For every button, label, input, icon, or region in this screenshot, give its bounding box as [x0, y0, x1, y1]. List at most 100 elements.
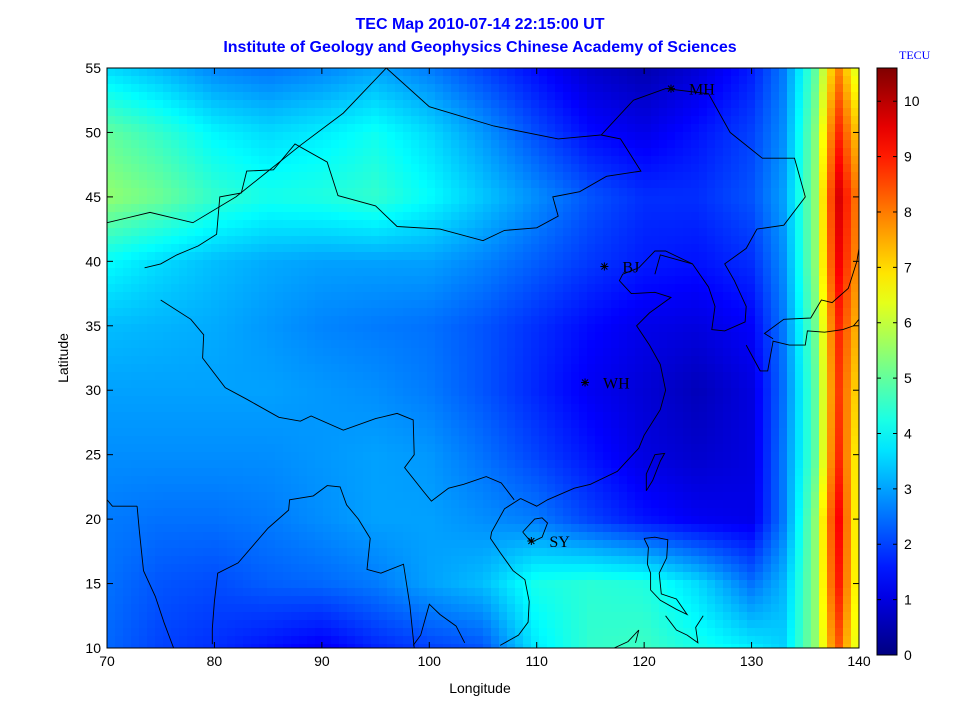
- heatmap-cell: [323, 116, 332, 125]
- heatmap-cell: [531, 292, 540, 301]
- heatmap-cell: [715, 156, 724, 165]
- heatmap-cell: [515, 332, 524, 341]
- heatmap-cell: [323, 100, 332, 109]
- heatmap-cell: [411, 244, 420, 253]
- heatmap-cell: [555, 188, 564, 197]
- heatmap-cell: [227, 164, 236, 173]
- heatmap-cell: [283, 276, 292, 285]
- heatmap-cell: [403, 428, 412, 437]
- heatmap-cell: [627, 444, 636, 453]
- heatmap-cell: [195, 244, 204, 253]
- heatmap-cell: [819, 436, 828, 445]
- heatmap-cell: [803, 420, 812, 429]
- heatmap-cell: [371, 372, 380, 381]
- heatmap-cell: [491, 460, 500, 469]
- heatmap-cell: [723, 76, 732, 85]
- heatmap-cell: [531, 332, 540, 341]
- heatmap-cell: [275, 140, 284, 149]
- heatmap-cell: [243, 396, 252, 405]
- heatmap-cell: [107, 196, 116, 205]
- heatmap-cell: [675, 356, 684, 365]
- heatmap-cell: [539, 108, 548, 117]
- heatmap-cell: [683, 268, 692, 277]
- heatmap-cell: [763, 332, 772, 341]
- heatmap-cell: [187, 388, 196, 397]
- heatmap-cell: [507, 388, 516, 397]
- heatmap-cell: [115, 196, 124, 205]
- heatmap-cell: [835, 84, 844, 93]
- heatmap-cell: [707, 404, 716, 413]
- heatmap-cell: [339, 436, 348, 445]
- heatmap-cell: [347, 476, 356, 485]
- heatmap-cell: [747, 124, 756, 133]
- heatmap-cell: [211, 260, 220, 269]
- heatmap-cell: [251, 220, 260, 229]
- heatmap-cell: [187, 244, 196, 253]
- heatmap-cell: [787, 452, 796, 461]
- heatmap-cell: [811, 308, 820, 317]
- heatmap-cell: [771, 476, 780, 485]
- heatmap-cell: [827, 356, 836, 365]
- heatmap-cell: [387, 284, 396, 293]
- heatmap-cell: [499, 396, 508, 405]
- heatmap-cell: [443, 196, 452, 205]
- heatmap-cell: [491, 228, 500, 237]
- heatmap-cell: [579, 268, 588, 277]
- heatmap-cell: [403, 116, 412, 125]
- heatmap-cell: [771, 436, 780, 445]
- heatmap-cell: [763, 348, 772, 357]
- heatmap-cell: [403, 188, 412, 197]
- heatmap-cell: [795, 460, 804, 469]
- heatmap-cell: [803, 460, 812, 469]
- heatmap-cell: [123, 140, 132, 149]
- heatmap-cell: [539, 340, 548, 349]
- heatmap-cell: [363, 68, 372, 77]
- heatmap-cell: [675, 468, 684, 477]
- heatmap-cell: [403, 412, 412, 421]
- heatmap-cell: [467, 180, 476, 189]
- heatmap-cell: [563, 276, 572, 285]
- heatmap-cell: [731, 460, 740, 469]
- heatmap-cell: [579, 468, 588, 477]
- heatmap-cell: [579, 396, 588, 405]
- heatmap-cell: [787, 156, 796, 165]
- heatmap-cell: [643, 236, 652, 245]
- heatmap-cell: [763, 484, 772, 493]
- heatmap-cell: [555, 68, 564, 77]
- heatmap-cell: [723, 452, 732, 461]
- heatmap-cell: [707, 412, 716, 421]
- heatmap-cell: [579, 412, 588, 421]
- heatmap-cell: [659, 156, 668, 165]
- heatmap-cell: [603, 148, 612, 157]
- heatmap-cell: [491, 204, 500, 213]
- heatmap-cell: [251, 316, 260, 325]
- heatmap-cell: [195, 388, 204, 397]
- heatmap-cell: [131, 156, 140, 165]
- heatmap-cell: [635, 84, 644, 93]
- heatmap-cell: [371, 412, 380, 421]
- heatmap-cell: [227, 116, 236, 125]
- heatmap-cell: [835, 164, 844, 173]
- heatmap-cell: [507, 468, 516, 477]
- heatmap-cell: [139, 348, 148, 357]
- heatmap-cell: [483, 484, 492, 493]
- heatmap-cell: [403, 300, 412, 309]
- heatmap-cell: [579, 428, 588, 437]
- heatmap-cell: [755, 124, 764, 133]
- heatmap-cell: [267, 340, 276, 349]
- heatmap-cell: [515, 156, 524, 165]
- heatmap-cell: [803, 316, 812, 325]
- heatmap-cell: [555, 436, 564, 445]
- heatmap-cell: [603, 388, 612, 397]
- heatmap-cell: [723, 148, 732, 157]
- heatmap-cell: [331, 372, 340, 381]
- heatmap-cell: [307, 436, 316, 445]
- heatmap-cell: [475, 148, 484, 157]
- heatmap-cell: [747, 172, 756, 181]
- heatmap-cell: [275, 412, 284, 421]
- heatmap-cell: [691, 332, 700, 341]
- heatmap-cell: [747, 84, 756, 93]
- heatmap-cell: [139, 492, 148, 501]
- heatmap-cell: [371, 396, 380, 405]
- heatmap-cell: [523, 124, 532, 133]
